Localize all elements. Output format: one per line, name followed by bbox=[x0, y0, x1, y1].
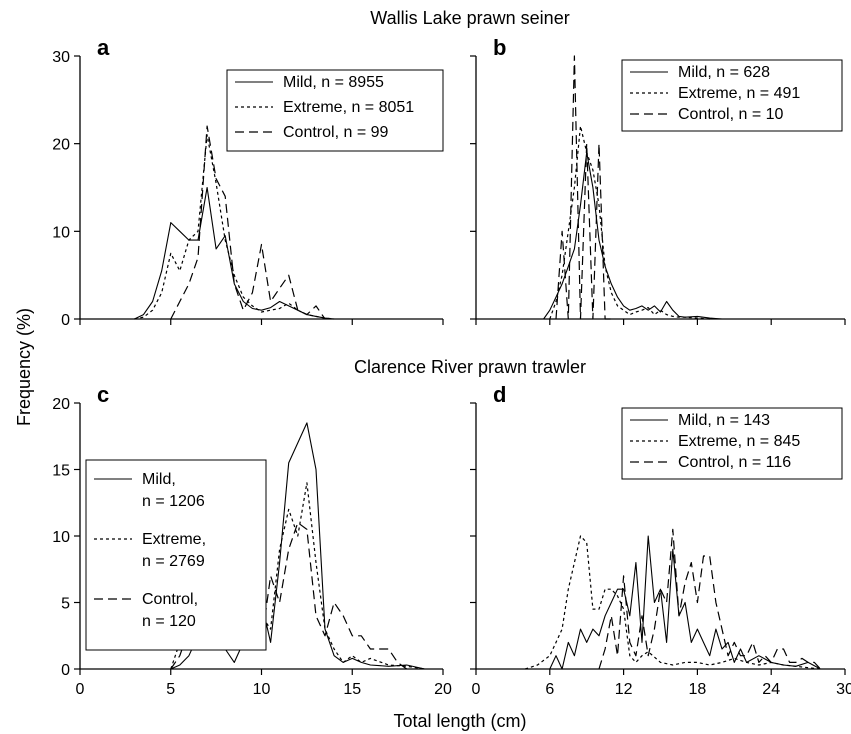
y-tick-label: 30 bbox=[52, 49, 70, 66]
legend-label: Control, n = 116 bbox=[678, 454, 791, 471]
y-tick-label: 20 bbox=[52, 137, 70, 154]
legend-label: n = 1206 bbox=[142, 493, 205, 510]
x-tick-label: 5 bbox=[166, 681, 175, 698]
legend-label: Control, n = 10 bbox=[678, 106, 784, 123]
x-tick-label: 15 bbox=[343, 681, 361, 698]
y-tick-label: 0 bbox=[61, 662, 70, 679]
panel-b: b Mild, n = 628 Extreme, n = 491 Control, n… bbox=[470, 35, 846, 325]
panel-d: 0 6 12 18 24 30 d Mild, n = 143 Extreme, n = 845… bbox=[470, 382, 851, 698]
legend: Mild, n = 8955 Extreme, n = 8051 Control, … bbox=[226, 69, 444, 152]
legend-label: Extreme, n = 845 bbox=[678, 433, 800, 450]
y-tick-label: 5 bbox=[61, 596, 70, 613]
y-tick-label: 15 bbox=[52, 463, 70, 480]
panel-letter: b bbox=[493, 35, 506, 60]
panel-c: 0 5 10 15 20 0 5 10 15 20 c Mild, n = 1206 Extreme, n … bbox=[52, 382, 452, 698]
row-title-bottom: Clarence River prawn trawler bbox=[354, 357, 586, 377]
legend-label: Mild, n = 8955 bbox=[283, 74, 384, 91]
y-tick-label: 10 bbox=[52, 529, 70, 546]
series-line-dotted bbox=[170, 482, 425, 670]
x-tick-label: 30 bbox=[836, 681, 851, 698]
legend: Mild, n = 143 Extreme, n = 845 Control, n … bbox=[621, 407, 843, 480]
legend-label: Extreme, bbox=[142, 531, 206, 548]
series-line-dashed bbox=[598, 528, 821, 670]
legend-label: n = 2769 bbox=[142, 553, 205, 570]
legend-label: Extreme, n = 491 bbox=[678, 85, 800, 102]
series-line-dotted bbox=[549, 125, 710, 320]
legend-label: Extreme, n = 8051 bbox=[283, 99, 414, 116]
legend-label: Mild, bbox=[142, 471, 176, 488]
x-tick-label: 10 bbox=[253, 681, 271, 698]
panel-a: 0 10 20 30 a Mild, n = 8955 Extreme, n = 8051 C… bbox=[52, 35, 444, 329]
legend: Mild, n = 628 Extreme, n = 491 Control, n … bbox=[621, 59, 843, 132]
legend-label: Control, bbox=[142, 591, 198, 608]
x-tick-label: 24 bbox=[762, 681, 780, 698]
series-line-solid bbox=[543, 151, 723, 320]
legend: Mild, n = 1206 Extreme, n = 2769 Control, n =… bbox=[85, 459, 267, 651]
series-line-dashed bbox=[170, 125, 326, 320]
panel-letter: d bbox=[493, 382, 506, 407]
legend-label: n = 120 bbox=[142, 613, 196, 630]
x-tick-label: 0 bbox=[76, 681, 85, 698]
x-tick-label: 6 bbox=[545, 681, 554, 698]
x-tick-label: 12 bbox=[615, 681, 633, 698]
x-axis-title: Total length (cm) bbox=[393, 711, 526, 731]
y-tick-label: 20 bbox=[52, 396, 70, 413]
series-line-dotted bbox=[134, 134, 335, 320]
series-line-solid bbox=[549, 535, 821, 670]
panel-letter: c bbox=[97, 382, 109, 407]
series-line-solid bbox=[134, 186, 335, 320]
series-line-dotted bbox=[525, 535, 821, 670]
y-axis-title: Frequency (%) bbox=[14, 308, 34, 426]
panels: 0 10 20 30 a Mild, n = 8955 Extreme, n = 8051 C… bbox=[52, 35, 851, 698]
legend-box bbox=[85, 459, 267, 651]
y-tick-label: 0 bbox=[61, 312, 70, 329]
legend-label: Mild, n = 628 bbox=[678, 64, 770, 81]
legend-box bbox=[226, 69, 444, 152]
series-line-dashed bbox=[555, 55, 612, 320]
y-tick-label: 10 bbox=[52, 224, 70, 241]
panel-letter: a bbox=[97, 35, 110, 60]
x-tick-label: 18 bbox=[689, 681, 707, 698]
legend-label: Mild, n = 143 bbox=[678, 412, 770, 429]
legend-label: Control, n = 99 bbox=[283, 124, 389, 141]
x-tick-label: 0 bbox=[472, 681, 481, 698]
row-title-top: Wallis Lake prawn seiner bbox=[370, 8, 569, 28]
x-tick-label: 20 bbox=[434, 681, 452, 698]
